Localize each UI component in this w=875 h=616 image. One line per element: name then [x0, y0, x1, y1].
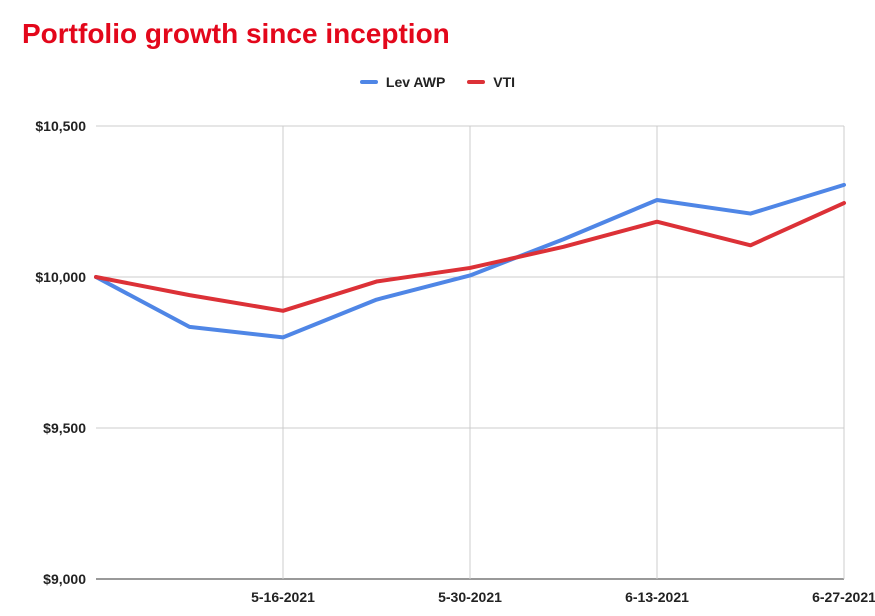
legend-label-vti: VTI [493, 74, 516, 90]
legend-item-lev-awp[interactable]: Lev AWP [359, 74, 446, 90]
x-tick-label: 5-16-2021 [251, 589, 315, 605]
y-tick-label: $9,500 [43, 420, 86, 436]
legend-item-vti[interactable]: VTI [467, 74, 515, 90]
series-line-lev-awp [94, 182, 846, 340]
x-axis-ticks: 5-16-2021 5-30-2021 6-13-2021 6-27-2021 [251, 589, 875, 605]
y-tick-label: $9,000 [43, 571, 86, 587]
legend-label-lev-awp: Lev AWP [385, 74, 446, 90]
x-tick-label: 6-13-2021 [625, 589, 689, 605]
gridlines [96, 125, 845, 580]
legend-swatch-vti [467, 80, 486, 84]
legend-swatch-lev-awp [359, 80, 378, 84]
legend: Lev AWP VTI [0, 74, 875, 90]
y-axis-ticks: $10,500 $10,000 $9,500 $9,000 [35, 118, 86, 587]
series-line-vti [94, 201, 846, 313]
x-tick-label: 5-30-2021 [438, 589, 502, 605]
y-tick-label: $10,500 [35, 118, 86, 134]
x-tick-label: 6-27-2021 [812, 589, 875, 605]
series-lines [94, 182, 846, 340]
chart-title: Portfolio growth since inception [22, 18, 450, 49]
y-tick-label: $10,000 [35, 269, 86, 285]
